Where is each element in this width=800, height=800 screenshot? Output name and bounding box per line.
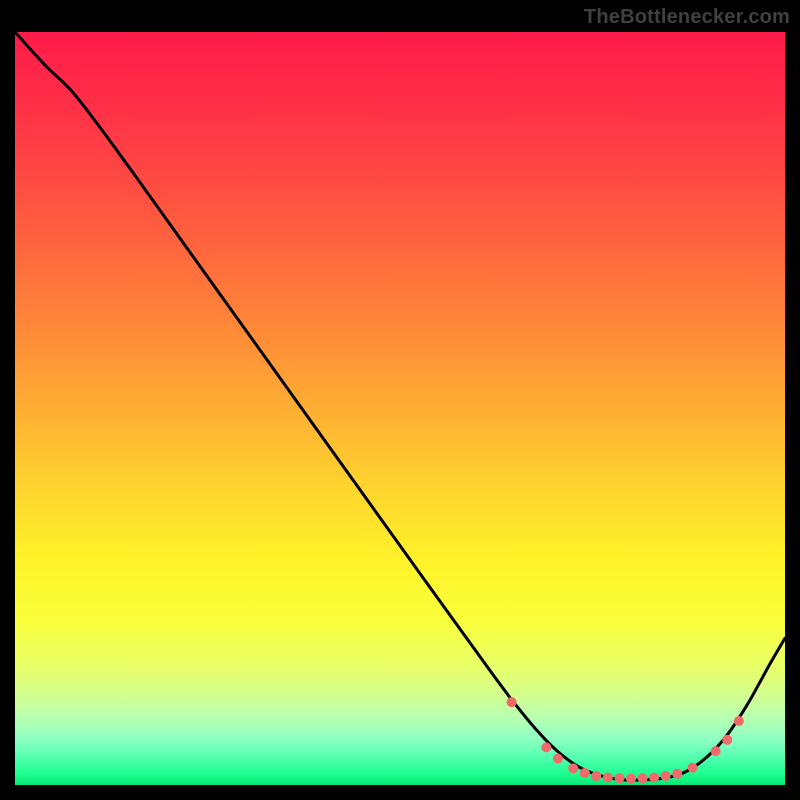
- data-marker: [614, 773, 624, 783]
- data-marker: [541, 742, 551, 752]
- data-marker: [722, 735, 732, 745]
- chart-svg: [0, 0, 800, 800]
- data-marker: [688, 763, 698, 773]
- data-marker: [649, 772, 659, 782]
- plot-gradient-area: [15, 32, 785, 785]
- data-marker: [553, 754, 563, 764]
- data-marker: [661, 771, 671, 781]
- data-marker: [626, 774, 636, 784]
- data-marker: [568, 763, 578, 773]
- data-marker: [711, 746, 721, 756]
- data-marker: [507, 697, 517, 707]
- data-marker: [734, 716, 744, 726]
- watermark-text: TheBottlenecker.com: [584, 6, 790, 29]
- data-marker: [638, 773, 648, 783]
- data-marker: [591, 771, 601, 781]
- chart-stage: TheBottlenecker.com: [0, 0, 800, 800]
- data-marker: [580, 768, 590, 778]
- data-marker: [672, 769, 682, 779]
- data-marker: [603, 772, 613, 782]
